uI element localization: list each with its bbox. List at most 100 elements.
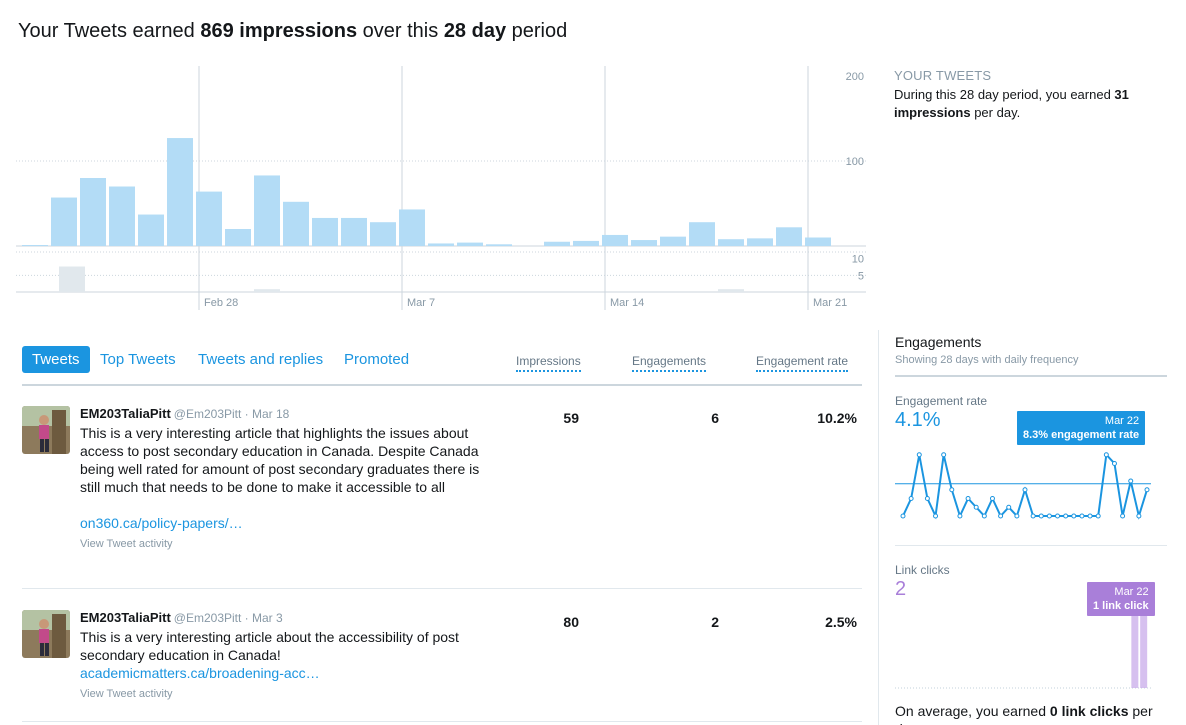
x-tick-label: Mar 7	[407, 297, 435, 309]
impressions-bar	[370, 222, 396, 246]
tweet-row[interactable]: EM203TaliaPitt @Em203Pitt · Mar 18 This i…	[22, 406, 862, 589]
engagement-rate-value: 4.1%	[895, 409, 941, 431]
impressions-bar	[544, 241, 570, 246]
avatar[interactable]	[22, 610, 70, 658]
your-tweets-prefix: During this 28 day period, you earned	[894, 87, 1115, 102]
x-tick-label: Mar 21	[813, 297, 847, 309]
tab-tweets-and-replies[interactable]: Tweets and replies	[198, 351, 324, 368]
your-tweets-bold: impressions	[894, 105, 971, 120]
engagement-rate-point	[1128, 478, 1134, 484]
engagements-subtitle: Showing 28 days with daily frequency	[895, 354, 1079, 366]
engagement-rate-point	[965, 496, 971, 501]
tab-promoted[interactable]: Promoted	[344, 351, 410, 368]
tweet-username[interactable]: EM203TaliaPitt	[80, 406, 171, 421]
x-tick-label: Feb 28	[204, 297, 238, 309]
engagement-rate-point	[1014, 513, 1020, 519]
column-impressions[interactable]: Impressions	[516, 354, 581, 372]
engagement-rate-point	[1120, 513, 1126, 519]
tweet-text: This is a very interesting article that …	[80, 425, 480, 495]
tweet-header: EM203TaliaPitt @Em203Pitt · Mar 3	[80, 610, 480, 625]
tab-top-tweets[interactable]: Top Tweets	[100, 351, 176, 368]
tweet-engagements: 2	[711, 614, 719, 630]
impressions-bar	[312, 217, 338, 246]
engagements-title: Engagements	[895, 334, 982, 350]
impressions-bar	[109, 186, 135, 246]
engagement-rate-tooltip-date: Mar 22	[1104, 415, 1140, 427]
engagement-rate-point	[1055, 513, 1061, 519]
engagement-rate-point	[1038, 513, 1044, 519]
engagement-rate-point	[1046, 513, 1052, 519]
secondary-bar	[718, 289, 744, 292]
panel-divider	[895, 545, 1167, 546]
link-click-bar	[1140, 614, 1148, 688]
impressions-bar	[138, 214, 164, 246]
impressions-bar	[718, 239, 744, 246]
tweet-username[interactable]: EM203TaliaPitt	[80, 610, 171, 625]
impressions-bar	[660, 236, 686, 246]
tweet-body: EM203TaliaPitt @Em203Pitt · Mar 18 This i…	[80, 406, 480, 550]
engagement-rate-point	[981, 513, 987, 519]
impressions-bar	[341, 217, 367, 246]
impressions-bar	[602, 234, 628, 246]
impressions-bar	[776, 227, 802, 246]
y2-tick-label: 5	[858, 270, 864, 282]
headline-impressions: 869 impressions	[200, 20, 358, 42]
engagement-rate-point	[1063, 513, 1069, 519]
impressions-bar	[486, 244, 512, 246]
headline-suffix: period	[506, 20, 568, 42]
avatar-photo-icon	[22, 406, 70, 454]
tweet-header: EM203TaliaPitt @Em203Pitt · Mar 18	[80, 406, 480, 421]
column-engagement-rate[interactable]: Engagement rate	[756, 354, 849, 372]
impressions-bar	[747, 238, 773, 246]
impressions-bar	[573, 240, 599, 246]
engagement-rate-label: Engagement rate	[895, 394, 988, 408]
engagement-rate-point	[924, 496, 930, 501]
engagement-rate-point	[1144, 487, 1150, 493]
your-tweets-summary: YOUR TWEETS During this 28 day period, y…	[894, 68, 1164, 122]
link-clicks-value: 2	[895, 578, 907, 600]
link-clicks-average: On average, you earned 0 link clicks per…	[895, 702, 1167, 725]
tweet-text: This is a very interesting article about…	[80, 629, 459, 663]
impressions-bar	[80, 178, 106, 246]
view-tweet-activity-link[interactable]: View Tweet activity	[80, 688, 173, 700]
engagement-rate-point	[1136, 513, 1142, 519]
view-tweet-activity-link[interactable]: View Tweet activity	[80, 538, 173, 550]
tweet-handle: @Em203Pitt · Mar 3	[173, 611, 283, 625]
your-tweets-value: 31	[1114, 87, 1129, 102]
tweet-impressions: 80	[563, 614, 579, 630]
impressions-bar	[225, 229, 251, 246]
engagement-rate-point	[1030, 513, 1036, 519]
avatar[interactable]	[22, 406, 70, 454]
your-tweets-suffix: per day.	[970, 105, 1021, 120]
impressions-bar	[399, 209, 425, 246]
page-headline: Your Tweets earned 869 impressions over …	[18, 20, 567, 43]
tweet-engagement-rate: 10.2%	[817, 410, 857, 426]
tweet-handle: @Em203Pitt · Mar 18	[173, 407, 290, 421]
engagement-rate-point	[941, 452, 947, 458]
engagement-rate-point	[1022, 487, 1028, 493]
tweets-tab-bar: Tweets Top Tweets Tweets and replies Pro…	[22, 346, 862, 386]
impressions-bar	[254, 175, 280, 246]
tweet-link[interactable]: on360.ca/policy-papers/…	[80, 515, 243, 531]
tab-tweets[interactable]: Tweets	[22, 346, 90, 373]
footer-prefix: On average, you earned	[895, 703, 1050, 719]
engagement-rate-point	[1071, 513, 1077, 519]
tweet-link[interactable]: academicmatters.ca/broadening-acc…	[80, 665, 320, 681]
secondary-bar	[59, 266, 85, 292]
tweet-row[interactable]: EM203TaliaPitt @Em203Pitt · Mar 3 This is…	[22, 610, 862, 722]
your-tweets-text: During this 28 day period, you earned 31…	[894, 86, 1164, 122]
y-tick-label: 200	[846, 71, 864, 83]
engagement-rate-point	[1103, 452, 1109, 458]
footer-suffix: per day	[895, 703, 1153, 725]
impressions-bar	[457, 242, 483, 246]
footer-bold: 0 link clicks	[1049, 703, 1129, 719]
engagement-rate-point	[933, 513, 939, 519]
column-engagements[interactable]: Engagements	[632, 354, 707, 372]
engagement-rate-tooltip-value: 8.3% engagement rate	[1023, 429, 1140, 441]
link-clicks-tooltip: Mar 22 1 link click	[1087, 582, 1155, 616]
impressions-bar	[22, 245, 48, 246]
x-tick-label: Mar 14	[610, 297, 644, 309]
avatar-photo-icon	[22, 610, 70, 658]
link-click-bar	[1131, 614, 1139, 688]
impressions-bar	[283, 201, 309, 246]
